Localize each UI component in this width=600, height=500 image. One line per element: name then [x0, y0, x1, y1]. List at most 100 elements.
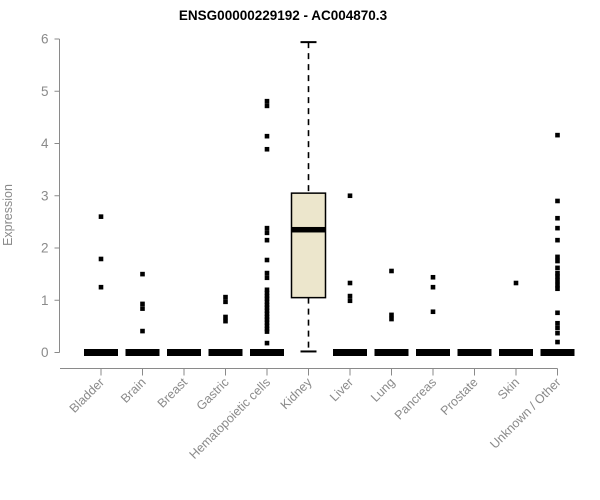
x-tick-label: Liver — [327, 375, 356, 404]
boxplot-breast-median-bar — [167, 349, 201, 356]
outlier-point-unknown-other — [555, 215, 560, 221]
boxplot-brain-median-bar — [125, 349, 160, 356]
outlier-point-brain — [140, 301, 145, 307]
outlier-point-hematopoietic-cells — [264, 133, 270, 139]
outlier-point-brain — [140, 271, 145, 277]
outlier-point-pancreas — [430, 309, 436, 315]
outlier-point-hematopoietic-cells — [264, 311, 270, 317]
outlier-point-hematopoietic-cells — [264, 302, 270, 308]
outlier-point-liver — [347, 293, 353, 299]
boxplot-lung-median-bar — [374, 349, 409, 356]
outlier-point-unknown-other — [555, 258, 560, 264]
y-tick-label: 6 — [41, 32, 49, 47]
boxplot-bladder-median-bar — [84, 349, 118, 356]
y-tick-label: 1 — [41, 293, 49, 308]
outlier-point-hematopoietic-cells — [264, 146, 270, 152]
boxplot-kidney-box — [290, 192, 327, 299]
outlier-point-hematopoietic-cells — [264, 103, 270, 109]
outlier-point-unknown-other — [555, 339, 560, 345]
outlier-point-lung — [389, 268, 394, 274]
outlier-point-hematopoietic-cells — [264, 340, 270, 346]
outlier-point-unknown-other — [555, 265, 560, 271]
outlier-point-hematopoietic-cells — [264, 320, 270, 326]
outlier-point-hematopoietic-cells — [264, 225, 270, 231]
y-tick-label: 4 — [41, 136, 49, 151]
outlier-point-lung — [389, 316, 394, 322]
outlier-point-bladder — [98, 284, 104, 290]
outlier-point-unknown-other — [555, 274, 560, 280]
y-tick-label: 3 — [41, 188, 49, 203]
outlier-point-unknown-other — [555, 132, 560, 138]
outlier-point-hematopoietic-cells — [264, 326, 270, 332]
x-tick-label: Kidney — [278, 375, 315, 412]
outlier-point-brain — [140, 328, 145, 334]
outlier-point-hematopoietic-cells — [264, 230, 270, 236]
outlier-point-unknown-other — [555, 270, 560, 276]
boxplot-liver-median-bar — [333, 349, 367, 356]
outlier-point-liver — [347, 280, 353, 286]
boxplot-skin-median-bar — [499, 349, 533, 356]
outlier-point-unknown-other — [555, 320, 560, 326]
outlier-point-gastric — [223, 314, 228, 320]
x-tick-label: Bladder — [67, 375, 107, 415]
outlier-point-hematopoietic-cells — [264, 293, 270, 299]
boxplot-unknown-other-median-bar — [540, 349, 575, 356]
outlier-point-hematopoietic-cells — [264, 237, 270, 243]
outlier-point-unknown-other — [555, 254, 560, 260]
outlier-point-hematopoietic-cells — [264, 299, 270, 305]
outlier-point-hematopoietic-cells — [264, 290, 270, 296]
outlier-point-hematopoietic-cells — [264, 98, 270, 104]
outlier-point-unknown-other — [555, 278, 560, 284]
outlier-point-hematopoietic-cells — [264, 275, 270, 281]
outlier-point-unknown-other — [555, 330, 560, 336]
y-axis-title: Expression — [1, 184, 15, 246]
outlier-point-skin — [513, 280, 519, 286]
boxplot-pancreas-median-bar — [416, 349, 450, 356]
x-tick-label: Lung — [368, 375, 398, 405]
y-tick-label: 5 — [41, 84, 49, 99]
outlier-point-unknown-other — [555, 282, 560, 288]
outlier-point-unknown-other — [555, 325, 560, 331]
x-tick-label: Breast — [155, 375, 191, 411]
outlier-point-gastric — [223, 318, 228, 324]
outlier-point-hematopoietic-cells — [264, 287, 270, 293]
outlier-point-unknown-other — [555, 198, 560, 204]
outlier-point-gastric — [223, 294, 228, 300]
chart-title: ENSG00000229192 - AC004870.3 — [179, 8, 388, 23]
x-tick-label: Skin — [495, 375, 522, 402]
outlier-point-lung — [389, 312, 394, 318]
x-tick-label: Prostate — [438, 375, 481, 418]
boxplot-prostate-median-bar — [457, 349, 492, 356]
outlier-point-hematopoietic-cells — [264, 317, 270, 322]
outlier-point-hematopoietic-cells — [264, 270, 270, 276]
outlier-point-bladder — [98, 256, 104, 262]
x-tick-label: Gastric — [194, 375, 232, 413]
x-tick-label: Pancreas — [392, 375, 439, 422]
outlier-point-liver — [347, 298, 353, 304]
outlier-point-pancreas — [430, 284, 436, 290]
outlier-point-pancreas — [430, 274, 436, 280]
outlier-point-unknown-other — [555, 225, 560, 231]
outlier-point-unknown-other — [555, 237, 560, 243]
outlier-point-hematopoietic-cells — [264, 305, 270, 310]
outlier-point-hematopoietic-cells — [264, 329, 270, 334]
outlier-point-hematopoietic-cells — [264, 323, 270, 329]
x-tick-label: Hematopoietic cells — [187, 375, 274, 462]
outlier-point-hematopoietic-cells — [264, 296, 270, 301]
x-tick-label: Unknown / Other — [487, 375, 563, 451]
x-tick-label: Brain — [118, 375, 149, 406]
outlier-point-brain — [140, 306, 145, 311]
outlier-point-gastric — [223, 299, 228, 305]
outlier-point-unknown-other — [555, 286, 560, 292]
boxplot-kidney-median — [291, 226, 326, 233]
boxplot-hematopoietic-cells-median-bar — [250, 349, 284, 356]
outlier-point-hematopoietic-cells — [264, 257, 270, 263]
outlier-point-hematopoietic-cells — [264, 308, 270, 313]
outlier-point-hematopoietic-cells — [264, 314, 270, 320]
y-tick-label: 2 — [41, 241, 49, 256]
outlier-point-unknown-other — [555, 310, 560, 316]
boxplot-gastric-median-bar — [208, 349, 243, 356]
outlier-point-liver — [347, 193, 353, 199]
